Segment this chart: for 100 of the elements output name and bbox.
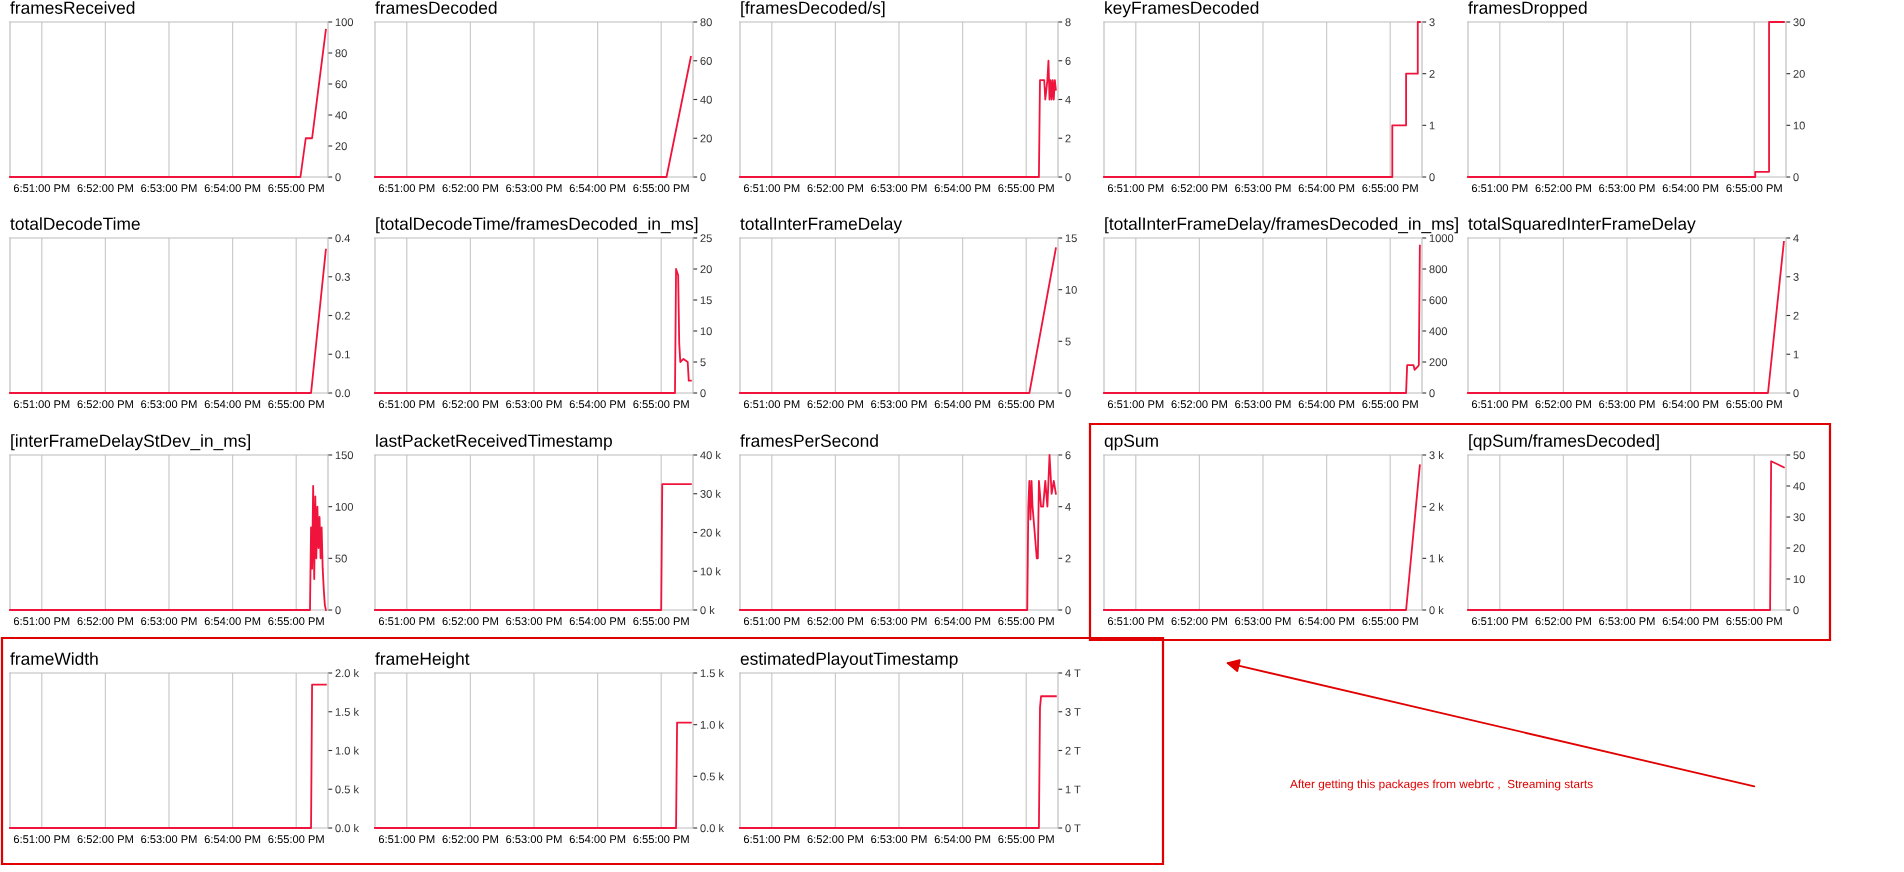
- y-tick-label: 10: [1793, 575, 1805, 584]
- y-tick-label: 0.5 k: [700, 772, 725, 781]
- x-tick-label: 6:55:00 PM: [1362, 184, 1418, 193]
- y-tick-label: 4: [1065, 503, 1071, 511]
- x-tick-label: 6:51:00 PM: [1107, 617, 1164, 626]
- chart-title: framesPerSecond: [740, 434, 878, 447]
- y-tick-label: 0.5 k: [335, 785, 360, 794]
- x-tick-label: 6:51:00 PM: [13, 184, 70, 193]
- chart-title: [qpSum/framesDecoded]: [1469, 434, 1659, 451]
- x-tick-label: 6:54:00 PM: [204, 835, 261, 844]
- x-tick-label: 6:51:00 PM: [378, 617, 435, 626]
- chart-title: framesDecoded: [375, 1, 497, 14]
- x-tick-label: 6:54:00 PM: [1298, 184, 1355, 193]
- chart-title: totalSquaredInterFrameDelay: [1468, 217, 1696, 234]
- x-tick-label: 6:52:00 PM: [1171, 184, 1227, 193]
- x-tick-label: 6:55:00 PM: [998, 184, 1054, 193]
- y-tick-label: 200: [1429, 358, 1448, 367]
- x-tick-label: 6:55:00 PM: [998, 400, 1054, 409]
- x-tick-label: 6:55:00 PM: [1726, 617, 1782, 626]
- y-tick-label: 800: [1429, 265, 1448, 274]
- x-tick-label: 6:52:00 PM: [77, 184, 133, 193]
- y-tick-label: 4 T: [1065, 669, 1081, 678]
- x-tick-label: 6:52:00 PM: [1535, 184, 1591, 193]
- x-tick-label: 6:54:00 PM: [569, 400, 626, 409]
- y-tick-label: 20: [335, 142, 347, 151]
- y-tick-label: 150: [335, 451, 354, 460]
- y-tick-label: 1: [1793, 350, 1799, 359]
- x-tick-label: 6:53:00 PM: [1235, 400, 1291, 409]
- y-tick-label: 0: [700, 389, 706, 398]
- x-tick-label: 6:52:00 PM: [442, 835, 498, 844]
- x-tick-label: 6:54:00 PM: [1298, 400, 1355, 409]
- y-tick-label: 20: [1793, 69, 1805, 78]
- x-tick-label: 6:55:00 PM: [633, 835, 689, 844]
- x-tick-label: 6:53:00 PM: [1599, 617, 1655, 626]
- y-tick-label: 6: [1065, 57, 1071, 65]
- chart-title: totalDecodeTime: [10, 217, 140, 230]
- x-tick-label: 6:53:00 PM: [871, 617, 927, 626]
- chart-title: totalInterFrameDelay: [740, 217, 903, 234]
- x-tick-label: 6:52:00 PM: [77, 835, 133, 844]
- y-tick-label: 1 k: [1429, 554, 1444, 563]
- y-tick-label: 15: [1065, 234, 1077, 243]
- x-tick-label: 6:53:00 PM: [141, 184, 197, 193]
- x-tick-label: 6:52:00 PM: [442, 400, 498, 409]
- x-tick-label: 6:52:00 PM: [807, 184, 863, 193]
- y-tick-label: 0: [1429, 389, 1435, 398]
- y-tick-label: 0.0: [335, 389, 350, 398]
- y-tick-label: 40: [335, 111, 347, 120]
- y-tick-label: 60: [335, 80, 347, 89]
- y-tick-label: 0: [1065, 606, 1071, 615]
- chart-title: frameHeight: [375, 652, 470, 669]
- x-tick-label: 6:55:00 PM: [268, 617, 324, 626]
- y-tick-label: 3 T: [1065, 708, 1081, 716]
- y-tick-label: 2: [1429, 69, 1435, 78]
- x-tick-label: 6:54:00 PM: [569, 617, 626, 626]
- y-tick-label: 4: [1793, 234, 1799, 243]
- x-tick-label: 6:53:00 PM: [506, 400, 562, 409]
- x-tick-label: 6:51:00 PM: [743, 184, 800, 193]
- y-tick-label: 0: [700, 173, 706, 182]
- x-tick-label: 6:53:00 PM: [871, 184, 927, 193]
- y-tick-label: 2: [1065, 134, 1071, 143]
- chart-title: [interFrameDelayStDev_in_ms]: [11, 434, 250, 451]
- chart-title: qpSum: [1104, 434, 1158, 451]
- x-tick-label: 6:52:00 PM: [1171, 400, 1227, 409]
- x-tick-label: 6:51:00 PM: [1471, 184, 1528, 193]
- x-tick-label: 6:51:00 PM: [13, 400, 70, 409]
- y-tick-label: 2 k: [1429, 502, 1444, 511]
- y-tick-label: 2: [1065, 554, 1071, 563]
- y-tick-label: 2.0 k: [335, 668, 360, 678]
- x-tick-label: 6:55:00 PM: [1362, 617, 1418, 626]
- y-tick-label: 20 k: [700, 528, 721, 537]
- y-tick-label: 1.5 k: [335, 707, 360, 716]
- y-tick-label: 20: [700, 134, 712, 143]
- x-tick-label: 6:53:00 PM: [1235, 617, 1291, 626]
- y-tick-label: 3: [1429, 18, 1435, 27]
- y-tick-label: 15: [700, 296, 712, 305]
- y-tick-label: 3 k: [1429, 450, 1444, 460]
- y-tick-label: 6: [1065, 451, 1071, 460]
- y-tick-label: 0.0 k: [700, 823, 725, 833]
- x-tick-label: 6:52:00 PM: [77, 617, 133, 626]
- y-tick-label: 4: [1065, 95, 1071, 104]
- y-tick-label: 100: [335, 18, 354, 27]
- chart-title: framesReceived: [10, 1, 135, 14]
- y-tick-label: 2 T: [1065, 746, 1081, 755]
- x-tick-label: 6:51:00 PM: [1107, 184, 1164, 193]
- x-tick-label: 6:54:00 PM: [1662, 617, 1719, 626]
- y-tick-label: 0.0 k: [335, 823, 360, 833]
- x-tick-label: 6:51:00 PM: [13, 617, 70, 626]
- x-tick-label: 6:53:00 PM: [1599, 400, 1655, 409]
- y-tick-label: 0: [335, 173, 341, 182]
- x-tick-label: 6:55:00 PM: [1362, 400, 1418, 409]
- y-tick-label: 0 T: [1065, 824, 1081, 833]
- x-tick-label: 6:55:00 PM: [998, 835, 1054, 844]
- x-tick-label: 6:55:00 PM: [1726, 184, 1782, 193]
- chart-title: keyFramesDecoded: [1105, 1, 1259, 18]
- y-tick-label: 5: [1065, 337, 1071, 346]
- y-tick-label: 10: [1793, 121, 1805, 130]
- x-tick-label: 6:54:00 PM: [934, 400, 991, 409]
- y-tick-label: 0.4: [335, 234, 351, 243]
- y-tick-label: 10: [700, 327, 712, 336]
- y-tick-label: 0: [1065, 173, 1071, 182]
